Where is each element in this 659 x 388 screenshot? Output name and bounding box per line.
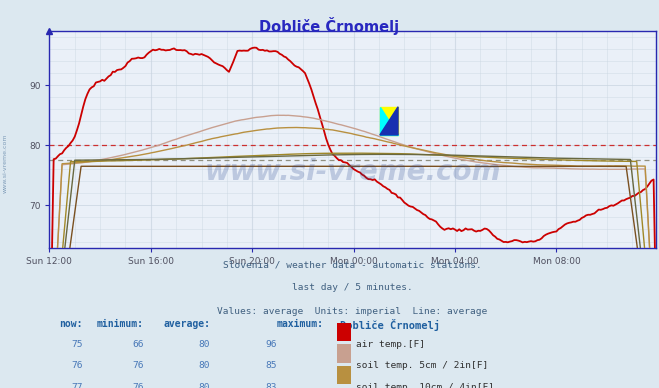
Text: Slovenia / weather data - automatic stations.: Slovenia / weather data - automatic stat… xyxy=(223,260,482,269)
Text: 76: 76 xyxy=(71,361,83,371)
Bar xyxy=(337,345,351,363)
Text: 76: 76 xyxy=(132,361,144,371)
Text: 83: 83 xyxy=(266,383,277,388)
Text: 75: 75 xyxy=(71,340,83,349)
Text: Dobliče Črnomelj: Dobliče Črnomelj xyxy=(260,17,399,35)
Bar xyxy=(380,107,398,135)
Bar xyxy=(337,366,351,384)
Text: soil temp. 10cm / 4in[F]: soil temp. 10cm / 4in[F] xyxy=(356,383,494,388)
Text: 80: 80 xyxy=(198,361,210,371)
Text: Values: average  Units: imperial  Line: average: Values: average Units: imperial Line: av… xyxy=(217,307,488,316)
Text: last day / 5 minutes.: last day / 5 minutes. xyxy=(292,284,413,293)
Text: minimum:: minimum: xyxy=(96,319,144,329)
Text: 96: 96 xyxy=(266,340,277,349)
Text: maximum:: maximum: xyxy=(277,319,324,329)
Bar xyxy=(337,387,351,388)
Text: 80: 80 xyxy=(198,383,210,388)
Text: 80: 80 xyxy=(198,340,210,349)
Text: 76: 76 xyxy=(132,383,144,388)
Polygon shape xyxy=(380,107,398,135)
Text: Dobliče Črnomelj: Dobliče Črnomelj xyxy=(341,319,440,331)
Polygon shape xyxy=(380,107,398,135)
Text: now:: now: xyxy=(59,319,83,329)
Text: 66: 66 xyxy=(132,340,144,349)
Text: www.si-vreme.com: www.si-vreme.com xyxy=(3,133,8,193)
Text: 85: 85 xyxy=(266,361,277,371)
Text: soil temp. 5cm / 2in[F]: soil temp. 5cm / 2in[F] xyxy=(356,361,488,371)
Bar xyxy=(337,323,351,341)
Text: average:: average: xyxy=(163,319,210,329)
Text: 77: 77 xyxy=(71,383,83,388)
Text: air temp.[F]: air temp.[F] xyxy=(356,340,424,349)
Text: www.si-vreme.com: www.si-vreme.com xyxy=(204,158,501,186)
